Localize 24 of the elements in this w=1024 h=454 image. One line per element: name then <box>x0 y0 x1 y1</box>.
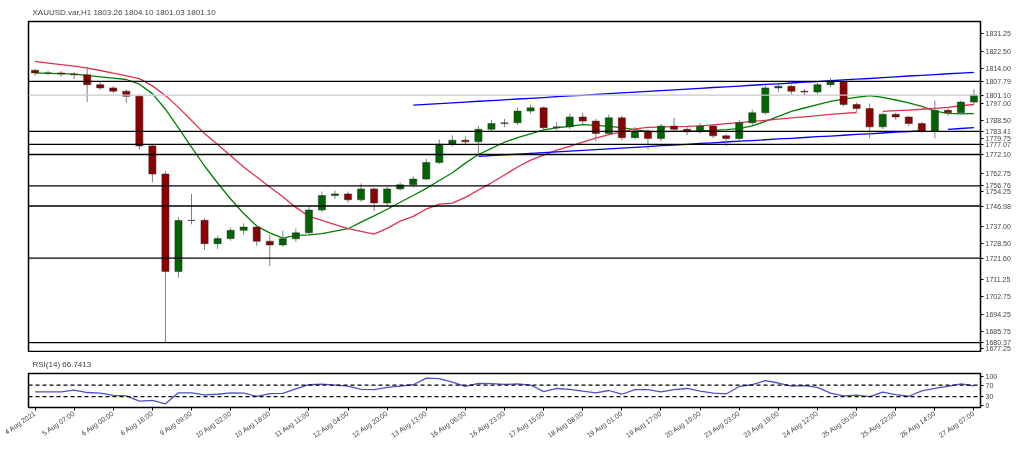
candlestick <box>931 99 939 139</box>
candlestick <box>618 115 626 141</box>
candlestick <box>70 71 78 80</box>
candlestick <box>670 117 678 133</box>
candlestick <box>357 182 365 203</box>
candlestick <box>83 66 92 103</box>
candlestick <box>383 186 391 206</box>
candlestick <box>644 128 652 151</box>
candlestick <box>252 224 261 247</box>
candlestick <box>57 70 65 78</box>
candlestick <box>187 193 196 225</box>
candlestick <box>865 102 874 139</box>
line-series <box>34 377 975 405</box>
candlestick <box>435 138 444 165</box>
candlestick <box>331 190 339 200</box>
candlestick <box>305 206 313 236</box>
candlestick <box>200 217 209 251</box>
chart-title: RSI(14) 66.7413 <box>32 359 92 369</box>
chart-title: XAUUSD.var,H1 1803.26 1804.10 1801.03 1801.10 <box>32 7 217 17</box>
candlestick <box>265 234 274 267</box>
line-series <box>412 71 975 106</box>
candlestick <box>474 125 483 155</box>
candlestick <box>944 108 952 117</box>
candlestick <box>604 114 613 136</box>
